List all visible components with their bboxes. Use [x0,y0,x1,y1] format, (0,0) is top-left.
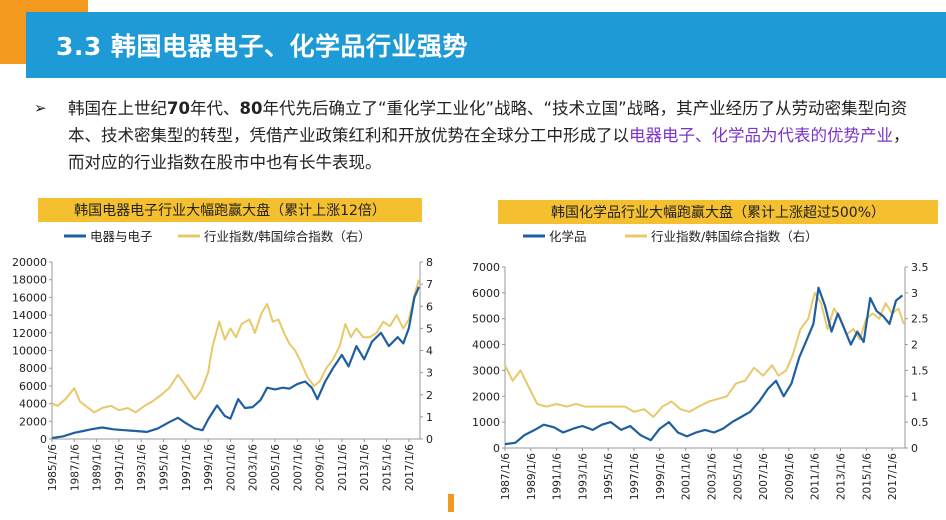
chart2-series-1-line [504,291,905,418]
chart1-ytick-left-label: 10000 [12,345,47,358]
chart1-xtick-label: 2013/1/6 [359,444,371,491]
chart1-xtick-label: 2011/1/6 [337,444,349,491]
chart2-xtick-label: 2007/1/6 [758,453,770,500]
chart1-ytick-left-label: 8000 [19,362,47,375]
chart2-xtick-label: 1991/1/6 [552,453,564,500]
chart2-xtick-label: 2013/1/6 [835,453,847,500]
page-title: 3.3 韩国电器电子、化学品行业强势 [56,32,468,61]
chart1-xtick-label: 2015/1/6 [382,444,394,491]
chart1-xtick-label: 2007/1/6 [292,444,304,491]
chart1-title: 韩国电器电子行业大幅跑赢大盘（累计上涨12倍） [38,198,422,222]
chart1-ytick-right-label: 7 [426,278,433,291]
chart2-xtick-label: 1987/1/6 [500,453,512,500]
chart2-xtick-label: 1989/1/6 [526,453,538,500]
chart1-legend-label-0: 电器与电子 [90,229,153,244]
chart1-xtick-label: 1993/1/6 [136,444,148,491]
title-bar: 3.3 韩国电器电子、化学品行业强势 [26,12,946,78]
bullet-arrow-icon: ➢ [34,99,47,117]
chart2-title: 韩国化学品行业大幅跑赢大盘（累计上涨超过500%） [498,200,938,224]
chart2-ytick-left-label: 2000 [472,390,500,403]
chart2-ytick-left-label: 5000 [472,313,500,326]
chart2-ytick-left-label: 0 [493,442,500,455]
chart1-ytick-left-label: 14000 [12,309,47,322]
chart1-xtick-label: 1987/1/6 [69,444,81,491]
chart1-xtick-label: 1999/1/6 [203,444,215,491]
chart2-ytick-left-label: 4000 [472,339,500,352]
para-text-3: 年代先后确立了“重化学工业化”战略、“技术立国”战略，其产业经历了从劳动密集型向… [68,99,908,145]
chart2-xtick-label: 2005/1/6 [732,453,744,500]
chart1-xtick-label: 2005/1/6 [270,444,282,491]
chart1-xtick-label: 1995/1/6 [159,444,171,491]
orange-marker [448,494,454,512]
chart1-ytick-left-label: 20000 [12,256,47,269]
chart2-ytick-left-label: 3000 [472,364,500,377]
chart2-ytick-left-label: 6000 [472,287,500,300]
chart1-ytick-left-label: 4000 [19,398,47,411]
para-highlight: 电器电子、化学品为代表的优势产业 [629,126,893,145]
chart2-ytick-right-label: 3 [911,287,918,300]
chart1-xtick-label: 2017/1/6 [404,444,416,491]
para-bold-70: 70 [167,99,190,118]
chart1-ytick-left-label: 16000 [12,291,47,304]
chart1-series-1-line [51,279,420,414]
chart1-ytick-left-label: 18000 [12,274,47,287]
chart2: 化学品 行业指数/韩国综合指数（右） 0 1000 2000 3000 4000 5000 60… [455,222,946,520]
chart2-xtick-label: 2003/1/6 [706,453,718,500]
chart2-ytick-right-label: 0.5 [911,416,929,429]
para-text-2: 年代、 [189,99,240,118]
chart1-ytick-right-label: 2 [426,389,433,402]
chart1-xtick-label: 1985/1/6 [47,444,59,491]
chart1-xtick-label: 2009/1/6 [315,444,327,491]
chart2-series-0-line [504,286,904,446]
chart2-xtick-label: 1993/1/6 [577,453,589,500]
bullet-paragraph: ➢ 韩国在上世纪70年代、80年代先后确立了“重化学工业化”战略、“技术立国”战… [34,95,924,176]
chart1-ytick-right-label: 1 [426,411,433,424]
chart1-xtick-label: 1989/1/6 [92,444,104,491]
chart2-ytick-right-label: 2.5 [911,313,929,326]
chart2-xtick-label: 2001/1/6 [681,453,693,500]
chart1-ytick-right-label: 0 [426,433,433,446]
para-bold-80: 80 [239,99,263,118]
chart2-xtick-label: 1997/1/6 [629,453,641,500]
chart1-ytick-left-label: 6000 [19,380,47,393]
chart2-xtick-label: 2009/1/6 [784,453,796,500]
chart2-svg: 化学品 行业指数/韩国综合指数（右） 0 1000 2000 3000 4000 5000 60… [472,229,929,500]
para-text-1: 韩国在上世纪 [68,99,167,118]
chart2-ytick-right-label: 1.5 [911,364,929,377]
chart2-ytick-right-label: 2 [911,339,918,352]
chart1: 电器与电子 行业指数/韩国综合指数（右） 0 2000 4000 6000 8000 1000… [0,222,450,520]
chart1-ytick-left-label: 2000 [19,415,47,428]
chart1-xtick-label: 2003/1/6 [248,444,260,491]
chart1-legend-label-1: 行业指数/韩国综合指数（右） [204,229,371,244]
chart2-legend-label-0: 化学品 [549,229,587,244]
chart1-ytick-right-label: 4 [426,345,433,358]
paragraph-text: 韩国在上世纪70年代、80年代先后确立了“重化学工业化”战略、“技术立国”战略，… [68,95,924,176]
chart2-ytick-right-label: 0 [911,442,918,455]
chart2-xtick-label: 2017/1/6 [887,453,899,500]
chart1-xtick-label: 2001/1/6 [225,444,237,491]
chart1-series-0-line [51,286,420,440]
chart1-ytick-left-label: 0 [40,433,47,446]
chart1-ytick-right-label: 5 [426,322,433,335]
chart1-ytick-left-label: 12000 [12,327,47,340]
chart1-ytick-right-label: 8 [426,256,433,269]
chart2-ytick-left-label: 1000 [472,416,500,429]
chart2-xtick-label: 2015/1/6 [861,453,873,500]
chart2-xtick-label: 1995/1/6 [603,453,615,500]
chart1-xtick-label: 1991/1/6 [114,444,126,491]
chart1-ytick-right-label: 6 [426,300,433,313]
chart2-ytick-left-label: 7000 [472,261,500,274]
chart1-ytick-right-label: 3 [426,367,433,380]
chart1-svg: 电器与电子 行业指数/韩国综合指数（右） 0 2000 4000 6000 8000 1000… [12,229,433,491]
chart2-ytick-right-label: 1 [911,390,918,403]
chart2-xtick-label: 2011/1/6 [810,453,822,500]
chart2-legend-label-1: 行业指数/韩国综合指数（右） [651,229,818,244]
chart1-xtick-label: 1997/1/6 [181,444,193,491]
chart2-xtick-label: 1999/1/6 [655,453,667,500]
chart2-ytick-right-label: 3.5 [911,261,929,274]
para-text-4: ，而对应的行业指数在股市中也有长牛表现。 [68,126,910,172]
